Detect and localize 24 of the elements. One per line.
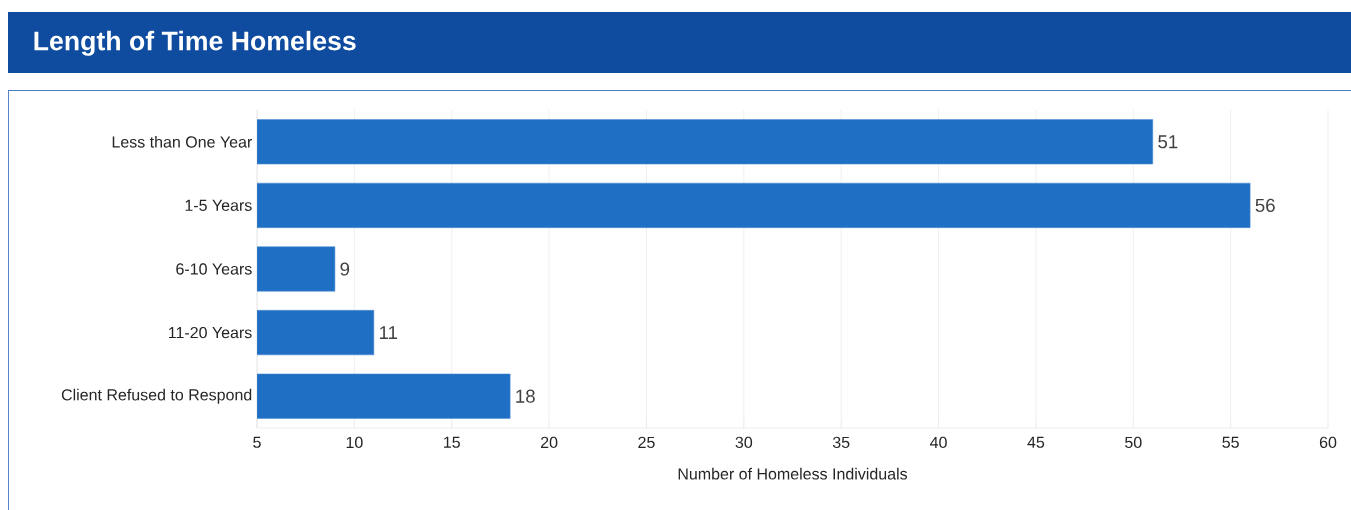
x-tick-label: 55 xyxy=(1222,436,1239,448)
x-tick-label: 35 xyxy=(832,436,850,449)
x-tick-label: 10 xyxy=(346,436,363,449)
y-tick-label: 11-20 Years xyxy=(168,326,252,339)
x-axis-title: Number of Homeless Individuals xyxy=(678,467,908,480)
x-tick-label: 60 xyxy=(1319,436,1337,449)
data-label: 9 xyxy=(340,262,350,276)
x-tick-label: 40 xyxy=(930,436,947,449)
y-tick-label: 1-5 Years xyxy=(185,199,252,211)
x-tick-label: 30 xyxy=(735,436,753,449)
data-label: 11 xyxy=(379,326,398,340)
data-label: 18 xyxy=(516,389,535,403)
data-label: 51 xyxy=(1158,135,1178,149)
y-tick-label: Client Refused to Respond xyxy=(61,388,252,404)
x-tick-label: 25 xyxy=(638,436,655,449)
x-tick-label: 50 xyxy=(1125,436,1142,449)
chart-title: Length of Time Homeless xyxy=(34,30,356,56)
x-tick-label: 5 xyxy=(253,436,261,448)
x-tick-label: 45 xyxy=(1027,436,1045,448)
y-tick-label: 6-10 Years xyxy=(176,263,252,275)
x-tick-label: 20 xyxy=(540,436,558,449)
x-tick-label: 15 xyxy=(444,436,460,448)
data-label: 56 xyxy=(1255,198,1275,213)
y-tick-label: Less than One Year xyxy=(112,135,253,148)
